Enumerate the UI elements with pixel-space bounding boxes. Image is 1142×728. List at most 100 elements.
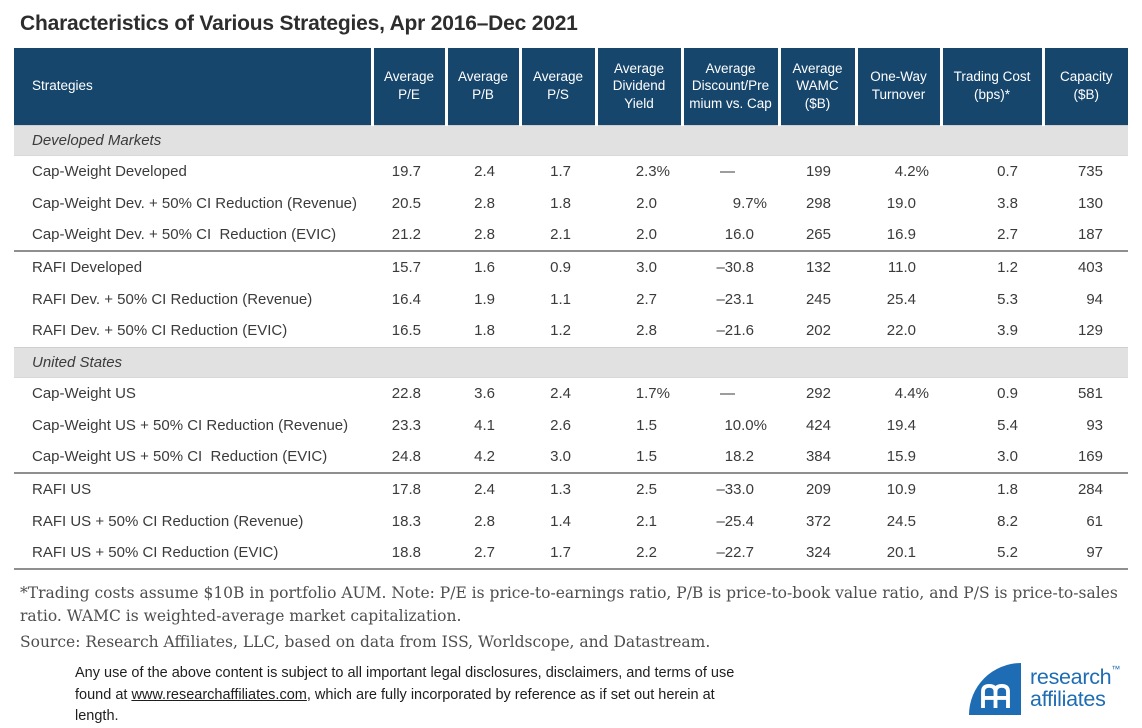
strategy-name: RAFI US + 50% CI Reduction (EVIC) <box>14 537 372 569</box>
value-cell: 298 <box>779 187 856 219</box>
value-cell: 2.3% <box>596 155 682 187</box>
researchaffiliates-link[interactable]: www.researchaffiliates.com <box>131 686 307 703</box>
value-cell: 3.0 <box>941 441 1043 473</box>
table-row: RAFI Dev. + 50% CI Reduction (EVIC) 16.5 1… <box>14 315 1128 347</box>
legal-disclaimer: Any use of the above content is subject … <box>75 663 751 728</box>
value-cell: 1.1 <box>520 283 596 315</box>
value-cell: 22.8 <box>372 377 446 409</box>
value-cell: — <box>682 377 779 409</box>
value-cell: 132 <box>779 250 856 283</box>
value-cell: –22.7 <box>682 537 779 569</box>
value-cell: 2.8 <box>446 219 520 251</box>
value-cell: 1.5 <box>596 409 682 441</box>
legal-footer: Any use of the above content is subject … <box>75 662 1120 728</box>
value-cell: 2.8 <box>446 187 520 219</box>
value-cell: 2.6 <box>520 409 596 441</box>
column-header: One-Way Turnover <box>854 48 941 125</box>
disclaimer-text-before: Any use of the above content is subject … <box>75 664 735 703</box>
value-cell: 372 <box>779 505 856 537</box>
table-row: Cap-Weight Dev. + 50% CI Reduction (EVIC… <box>14 219 1128 251</box>
column-header: Capacity ($B) <box>1041 48 1128 125</box>
value-cell: 21.2 <box>372 219 446 251</box>
value-cell: 18.8 <box>372 537 446 569</box>
value-cell: 5.2 <box>941 537 1043 569</box>
value-cell: 97 <box>1043 537 1128 569</box>
value-cell: 94 <box>1043 283 1128 315</box>
value-cell: 18.2 <box>682 441 779 473</box>
value-cell: 265 <box>779 219 856 251</box>
value-cell: 1.6 <box>446 250 520 283</box>
table-row: RAFI US 17.8 2.4 1.3 2.5 –33.0 209 10.9 1.8 284 <box>14 472 1128 505</box>
strategy-name: RAFI Dev. + 50% CI Reduction (Revenue) <box>14 283 372 315</box>
value-cell: 17.8 <box>372 472 446 505</box>
column-header: Average Discount/Premium vs. Cap <box>680 48 779 125</box>
value-cell: 24.8 <box>372 441 446 473</box>
strategy-name: Cap-Weight Dev. + 50% CI Reduction (EVIC… <box>14 219 372 251</box>
value-cell: 5.3 <box>941 283 1043 315</box>
strategy-name: Cap-Weight Dev. + 50% CI Reduction (Reve… <box>14 187 372 219</box>
value-cell: 93 <box>1043 409 1128 441</box>
value-cell: 1.7% <box>596 377 682 409</box>
value-cell: 1.7 <box>520 537 596 569</box>
value-cell: 25.4 <box>856 283 941 315</box>
value-cell: 4.2% <box>856 155 941 187</box>
strategy-name: Cap-Weight US + 50% CI Reduction (Revenu… <box>14 409 372 441</box>
value-cell: 1.8 <box>446 315 520 347</box>
footnotes: *Trading costs assume $10B in portfolio … <box>20 582 1128 654</box>
strategy-name: Cap-Weight Developed <box>14 155 372 187</box>
value-cell: 581 <box>1043 377 1128 409</box>
value-cell: 61 <box>1043 505 1128 537</box>
value-cell: 292 <box>779 377 856 409</box>
column-header: Average P/S <box>518 48 596 125</box>
value-cell: –30.8 <box>682 250 779 283</box>
value-cell: 735 <box>1043 155 1128 187</box>
value-cell: 23.3 <box>372 409 446 441</box>
table-row: Cap-Weight US + 50% CI Reduction (Revenu… <box>14 409 1128 441</box>
value-cell: 11.0 <box>856 250 941 283</box>
value-cell: 202 <box>779 315 856 347</box>
value-cell: 2.2 <box>596 537 682 569</box>
value-cell: –21.6 <box>682 315 779 347</box>
value-cell: 2.7 <box>596 283 682 315</box>
value-cell: 169 <box>1043 441 1128 473</box>
value-cell: 16.0 <box>682 219 779 251</box>
value-cell: 5.4 <box>941 409 1043 441</box>
logo-word-research: research <box>1030 664 1112 689</box>
value-cell: 1.2 <box>941 250 1043 283</box>
value-cell: 1.8 <box>941 472 1043 505</box>
value-cell: 10.9 <box>856 472 941 505</box>
value-cell: 3.0 <box>520 441 596 473</box>
trademark-symbol: ™ <box>1111 663 1120 674</box>
strategies-table: Strategies Average P/E Average P/B Average … <box>14 48 1128 570</box>
value-cell: 9.7% <box>682 187 779 219</box>
value-cell: 403 <box>1043 250 1128 283</box>
table-row: RAFI US + 50% CI Reduction (EVIC) 18.8 2.7… <box>14 537 1128 569</box>
column-header: Average WAMC ($B) <box>777 48 856 125</box>
value-cell: 3.9 <box>941 315 1043 347</box>
value-cell: –23.1 <box>682 283 779 315</box>
value-cell: 15.9 <box>856 441 941 473</box>
value-cell: 245 <box>779 283 856 315</box>
value-cell: 3.6 <box>446 377 520 409</box>
value-cell: 2.5 <box>596 472 682 505</box>
value-cell: 2.8 <box>596 315 682 347</box>
value-cell: 22.0 <box>856 315 941 347</box>
value-cell: 2.0 <box>596 219 682 251</box>
table-header: Strategies Average P/E Average P/B Average … <box>14 48 1128 125</box>
value-cell: 209 <box>779 472 856 505</box>
strategy-name: RAFI Dev. + 50% CI Reduction (EVIC) <box>14 315 372 347</box>
strategy-name: RAFI US + 50% CI Reduction (Revenue) <box>14 505 372 537</box>
column-header: Average P/B <box>444 48 520 125</box>
value-cell: 20.5 <box>372 187 446 219</box>
logo-word-affiliates: affiliates <box>1030 686 1106 711</box>
value-cell: 187 <box>1043 219 1128 251</box>
source-line: Source: Research Affiliates, LLC, based … <box>20 632 711 651</box>
value-cell: 19.4 <box>856 409 941 441</box>
value-cell: 18.3 <box>372 505 446 537</box>
table-row: RAFI Dev. + 50% CI Reduction (Revenue) 16… <box>14 283 1128 315</box>
value-cell: 10.0% <box>682 409 779 441</box>
value-cell: 424 <box>779 409 856 441</box>
value-cell: 2.7 <box>446 537 520 569</box>
logo-wordmark: research™ affiliates <box>1030 663 1120 711</box>
value-cell: 284 <box>1043 472 1128 505</box>
